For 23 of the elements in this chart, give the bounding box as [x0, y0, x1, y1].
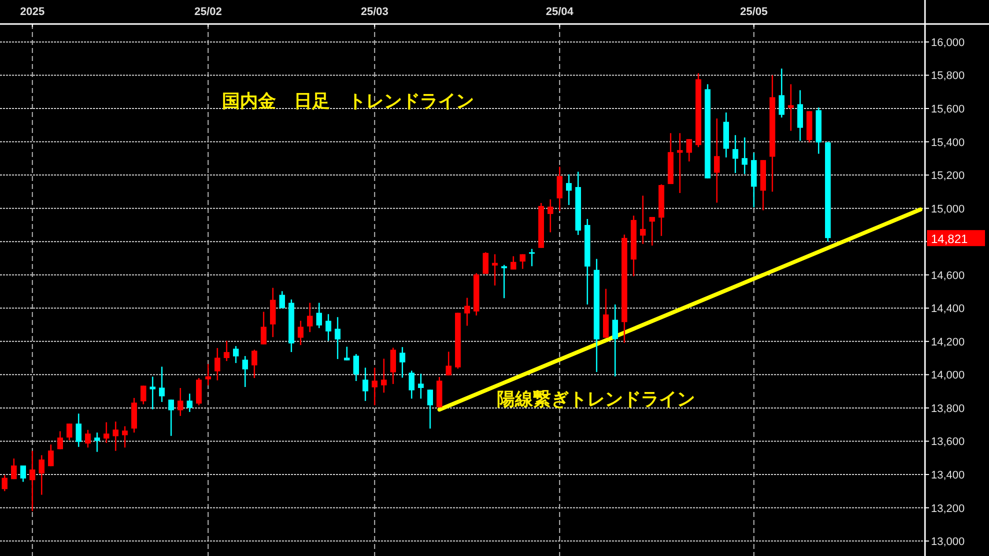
y-tick-label: 15,800	[931, 70, 965, 82]
annotation: 14,821	[931, 232, 968, 246]
y-tick-label: 14,200	[931, 336, 965, 348]
y-tick-label: 15,400	[931, 136, 965, 149]
y-tick-label: 13,200	[931, 502, 965, 515]
y-tick-label: 15,200	[931, 170, 965, 182]
y-tick-label: 14,400	[931, 303, 965, 316]
y-tick-label: 15,600	[931, 104, 965, 116]
x-tick-label: 25/02	[194, 6, 222, 18]
x-tick-label: 2025	[20, 6, 45, 18]
x-tick-label: 25/03	[360, 6, 388, 18]
y-tick-label: 14,000	[931, 370, 965, 382]
y-tick-label: 14,600	[931, 270, 965, 282]
y-tick-label: 13,600	[931, 436, 965, 448]
y-tick-label: 13,800	[931, 402, 965, 415]
y-tick-label: 13,000	[931, 536, 965, 548]
y-tick-label: 13,400	[931, 469, 965, 482]
title: 国内金 日足 トレンドライン	[222, 91, 474, 111]
y-tick-label: 16,000	[931, 36, 965, 49]
y-tick-label: 15,000	[931, 203, 965, 216]
x-tick-label: 25/05	[740, 6, 768, 18]
annotation: 陽線繋ぎトレンドライン	[497, 389, 695, 409]
x-tick-label: 25/04	[546, 6, 574, 18]
